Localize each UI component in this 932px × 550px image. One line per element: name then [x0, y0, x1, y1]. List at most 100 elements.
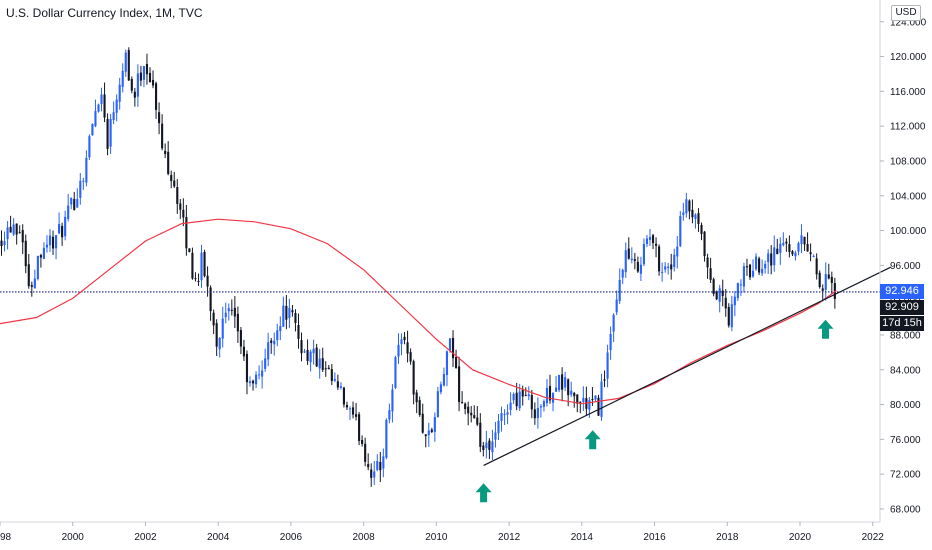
- candle-body: [615, 299, 618, 313]
- candle-body: [27, 264, 30, 287]
- candle-body: [688, 200, 691, 212]
- candle-body: [154, 83, 158, 110]
- candle-body: [276, 330, 279, 341]
- candle-body: [388, 410, 391, 420]
- candle-body: [385, 419, 388, 458]
- x-tick-label: 1998: [0, 532, 12, 543]
- candle-body: [173, 180, 176, 187]
- candle-body: [621, 269, 624, 278]
- candle-body: [279, 326, 282, 332]
- candle-body: [221, 318, 224, 339]
- candle-body: [433, 417, 436, 432]
- candle-body: [603, 379, 606, 381]
- up-arrow-icon[interactable]: [475, 483, 492, 503]
- candle-body: [527, 394, 530, 397]
- candle-body: [36, 255, 39, 279]
- candle-body: [782, 242, 785, 246]
- y-tick-label: 84.000: [890, 365, 921, 376]
- x-tick-label: 2020: [789, 532, 812, 543]
- candle-body: [112, 112, 115, 120]
- candle-body: [245, 353, 249, 383]
- candle-body: [421, 413, 424, 433]
- candle-body: [379, 462, 382, 471]
- currency-button[interactable]: USD: [891, 5, 921, 21]
- candle-body: [821, 288, 824, 291]
- x-tick-label: 2002: [134, 532, 157, 543]
- candle-body: [109, 118, 112, 147]
- plot-area[interactable]: [0, 0, 880, 522]
- candle-body: [242, 346, 246, 357]
- candle-body: [770, 253, 773, 266]
- candle-body: [409, 352, 412, 362]
- x-tick-label: 2010: [425, 532, 448, 543]
- candle-body: [694, 214, 697, 219]
- candle-body: [497, 420, 500, 434]
- candle-body: [133, 91, 136, 98]
- candle-body: [254, 374, 258, 385]
- candle-body: [236, 313, 239, 332]
- candle-body: [70, 197, 73, 205]
- y-tick-label: 116.000: [890, 87, 926, 98]
- x-tick-label: 2012: [498, 532, 521, 543]
- candle-body: [194, 278, 197, 280]
- candle-body: [800, 235, 803, 245]
- candle-body: [445, 351, 449, 376]
- candle-body: [124, 52, 127, 72]
- candle-body: [251, 380, 255, 384]
- candle-body: [473, 415, 476, 419]
- candle-body: [579, 401, 582, 403]
- candle-body: [97, 104, 100, 112]
- candle-body: [248, 381, 252, 384]
- x-axis[interactable]: 1998 2000 2002 2004 2006 2008 2010 2012 2014 2016…: [0, 522, 884, 543]
- candle-body: [76, 199, 79, 208]
- candle-body: [185, 217, 188, 249]
- candle-body: [785, 241, 788, 244]
- candle-body: [224, 312, 227, 318]
- candle-body: [712, 279, 715, 295]
- candle-body: [145, 63, 149, 75]
- candle-body: [506, 412, 509, 415]
- candle-body: [824, 274, 827, 290]
- candle-body: [148, 72, 152, 83]
- candle-body: [151, 79, 155, 86]
- candle-body: [176, 187, 179, 204]
- up-arrow-icon[interactable]: [817, 319, 834, 339]
- candle-body: [448, 338, 452, 351]
- candle-body: [15, 223, 18, 235]
- candle-body: [51, 236, 55, 249]
- candle-body: [406, 342, 409, 354]
- candle-body: [624, 250, 627, 273]
- candle-body: [476, 417, 479, 425]
- candle-body: [600, 381, 603, 417]
- candle-body: [209, 287, 212, 312]
- candle-body: [170, 174, 173, 182]
- candle-body: [715, 291, 718, 300]
- candle-body: [524, 395, 527, 397]
- moving-average-line[interactable]: [0, 218, 837, 405]
- candle-body: [530, 395, 533, 410]
- candle-body: [412, 361, 415, 395]
- candle-body: [803, 236, 806, 245]
- trend-line[interactable]: [483, 266, 892, 466]
- candle-body: [197, 280, 200, 282]
- candle-body: [454, 357, 458, 369]
- candle-body: [648, 237, 652, 240]
- up-arrow-icon[interactable]: [584, 430, 601, 450]
- candle-body: [682, 212, 685, 216]
- candle-body: [300, 340, 303, 354]
- candle-body: [654, 243, 658, 246]
- candle-body: [270, 340, 273, 344]
- candle-body: [582, 397, 585, 402]
- candle-body: [239, 330, 242, 347]
- candle-body: [48, 235, 52, 246]
- candle-body: [742, 266, 746, 287]
- candle-body: [618, 279, 621, 302]
- candle-body: [264, 358, 267, 369]
- x-tick-label: 2008: [353, 532, 376, 543]
- candle-body: [121, 70, 124, 87]
- y-axis[interactable]: 68.00072.00076.00080.00084.00088.00092.0…: [880, 17, 927, 515]
- candle-body: [258, 374, 261, 376]
- candle-body: [436, 391, 439, 417]
- candle-body: [367, 464, 370, 468]
